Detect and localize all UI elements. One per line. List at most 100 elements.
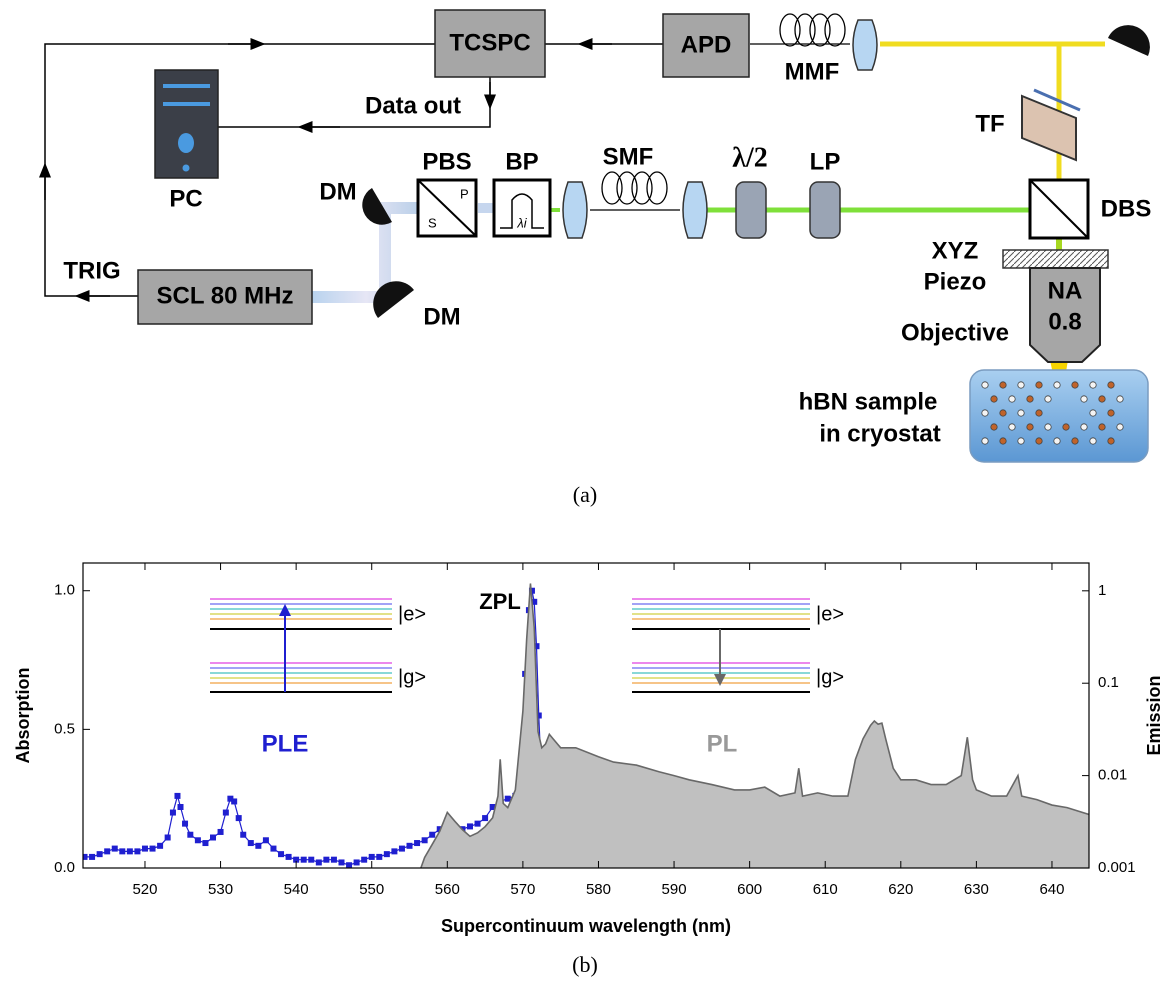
ple-point xyxy=(467,823,473,829)
ple-point xyxy=(150,846,156,852)
ple-point xyxy=(255,843,261,849)
atom xyxy=(1045,396,1051,402)
ple-point xyxy=(422,837,428,843)
ple-point xyxy=(195,837,201,843)
x-tick-label: 540 xyxy=(284,881,309,898)
label: APD xyxy=(681,31,732,58)
piezo-stage xyxy=(1003,250,1108,268)
ple-point xyxy=(165,835,171,841)
lens xyxy=(563,182,587,238)
ple-point xyxy=(142,846,148,852)
y2-tick-label: 1 xyxy=(1098,582,1106,599)
ple-point xyxy=(354,859,360,865)
atom xyxy=(1117,424,1123,430)
label: Data out xyxy=(365,92,461,119)
atom xyxy=(1108,410,1114,416)
atom xyxy=(1090,438,1096,444)
x-tick-label: 640 xyxy=(1039,881,1064,898)
atom xyxy=(1000,438,1006,444)
ple-point xyxy=(182,821,188,827)
ple-point xyxy=(112,846,118,852)
ple-point xyxy=(270,846,276,852)
ple-point xyxy=(218,829,224,835)
atom xyxy=(991,424,997,430)
x-tick-label: 630 xyxy=(964,881,989,898)
atom xyxy=(1009,396,1015,402)
ple-point xyxy=(170,810,176,816)
ple-point xyxy=(407,843,413,849)
linear-polarizer xyxy=(810,182,840,238)
state-label: |g> xyxy=(816,666,844,688)
ple-point xyxy=(263,837,269,843)
atom xyxy=(1000,382,1006,388)
atom xyxy=(1000,410,1006,416)
label: 0.8 xyxy=(1048,308,1081,335)
arrow-head xyxy=(714,674,726,686)
ple-point xyxy=(97,851,103,857)
ple-point xyxy=(399,846,405,852)
atom xyxy=(982,438,988,444)
y-axis-label: Absorption xyxy=(13,668,33,764)
label: λ/2 xyxy=(732,142,768,173)
state-label: |g> xyxy=(398,666,426,688)
label: hBN sample xyxy=(799,388,938,415)
ple-point xyxy=(178,804,184,810)
atom xyxy=(1027,424,1033,430)
mirror xyxy=(1108,25,1150,56)
atom xyxy=(982,382,988,388)
ple-point xyxy=(414,840,420,846)
pc-led xyxy=(183,165,190,172)
label: DM xyxy=(319,178,356,205)
x-tick-label: 610 xyxy=(813,881,838,898)
ple-point xyxy=(231,798,237,804)
ple-point xyxy=(482,815,488,821)
ple-point xyxy=(210,835,216,841)
atom xyxy=(1045,424,1051,430)
atom xyxy=(1027,396,1033,402)
legend-label: PL xyxy=(707,730,738,757)
ple-point xyxy=(119,848,125,854)
label: SCL 80 MHz xyxy=(157,282,294,309)
x-tick-label: 560 xyxy=(435,881,460,898)
atom xyxy=(1099,424,1105,430)
arrow-head xyxy=(279,604,291,616)
pc-slot xyxy=(163,102,210,106)
atom xyxy=(1036,438,1042,444)
label: XYZ xyxy=(932,237,979,264)
label: λi xyxy=(516,215,527,230)
label: MMF xyxy=(785,58,840,85)
label: P xyxy=(460,186,469,201)
y2-tick-label: 0.1 xyxy=(1098,674,1119,691)
ple-point xyxy=(323,857,329,863)
label: S xyxy=(428,215,437,230)
label: Piezo xyxy=(924,268,987,295)
ple-point xyxy=(174,793,180,799)
label: DBS xyxy=(1101,195,1152,222)
ple-point xyxy=(301,857,307,863)
label: TRIG xyxy=(63,257,120,284)
atom xyxy=(1036,410,1042,416)
atom xyxy=(1054,382,1060,388)
label: PC xyxy=(169,185,202,212)
ple-point xyxy=(475,821,481,827)
atom xyxy=(1081,424,1087,430)
atom xyxy=(1018,438,1024,444)
y-tick-label: 0.5 xyxy=(54,720,75,737)
ple-point xyxy=(127,848,133,854)
ple-point xyxy=(369,854,375,860)
atom xyxy=(1117,396,1123,402)
ple-point xyxy=(104,848,110,854)
x-axis-label: Supercontinuum wavelength (nm) xyxy=(441,916,731,936)
ple-point xyxy=(384,851,390,857)
x-tick-label: 530 xyxy=(208,881,233,898)
atom xyxy=(1063,424,1069,430)
atom xyxy=(1108,382,1114,388)
label: DM xyxy=(423,303,460,330)
ple-point xyxy=(134,848,140,854)
label: BP xyxy=(505,148,538,175)
caption: (b) xyxy=(572,952,598,977)
atom xyxy=(1090,410,1096,416)
ple-point xyxy=(308,857,314,863)
ple-point xyxy=(331,857,337,863)
